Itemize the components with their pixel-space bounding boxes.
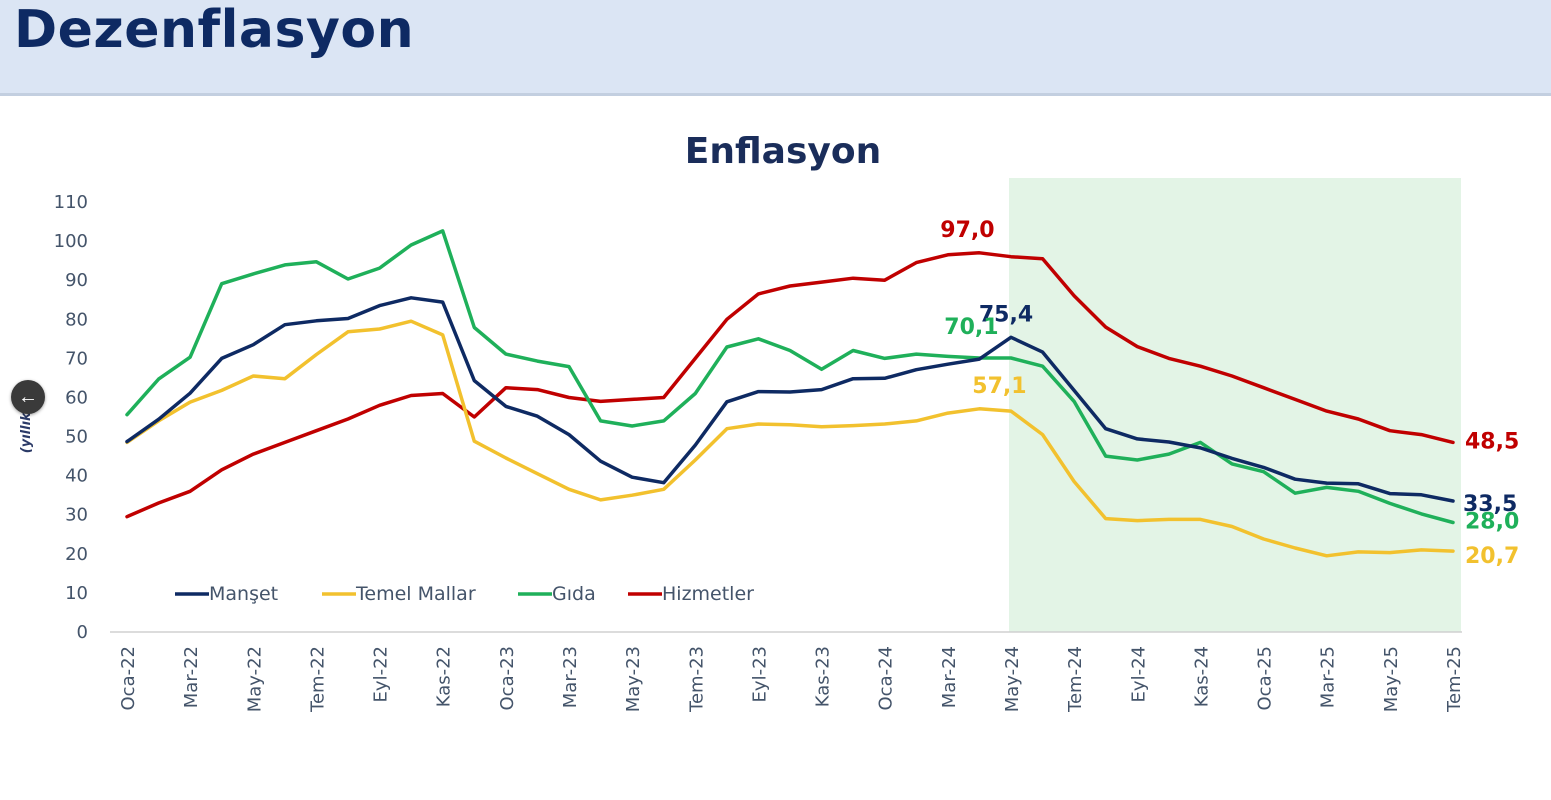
x-tick-label: May-23 bbox=[623, 646, 644, 712]
y-tick-label: 10 bbox=[65, 583, 88, 604]
chart-legend: Manşet Temel Mallar Gıda Hizmetler bbox=[175, 583, 754, 605]
x-tick-label: Tem-23 bbox=[686, 646, 707, 713]
y-tick-label: 20 bbox=[65, 544, 88, 565]
series-line-hizmet bbox=[125, 251, 1455, 519]
y-tick-label: 110 bbox=[54, 192, 88, 213]
x-tick-label: Tem-22 bbox=[307, 646, 328, 713]
y-tick-label: 90 bbox=[65, 270, 88, 291]
y-axis-ticks: 0 10 20 30 40 50 60 70 80 90 100 110 bbox=[54, 192, 88, 643]
x-tick-label: Tem-24 bbox=[1065, 646, 1086, 713]
legend-label-gida: Gıda bbox=[552, 583, 596, 605]
y-tick-label: 50 bbox=[65, 427, 88, 448]
back-button[interactable]: ← bbox=[11, 380, 45, 414]
page-title: Dezenflasyon bbox=[14, 0, 415, 60]
series-line-temel bbox=[125, 319, 1455, 558]
x-tick-label: Mar-22 bbox=[181, 646, 202, 708]
y-tick-label: 60 bbox=[65, 387, 88, 408]
x-tick-label: May-25 bbox=[1381, 646, 1402, 712]
data-label-hizmet: 97,0 bbox=[940, 218, 994, 243]
y-tick-label: 70 bbox=[65, 348, 88, 369]
page-header: Dezenflasyon bbox=[0, 0, 1551, 96]
x-tick-label: Eyl-24 bbox=[1128, 646, 1149, 702]
x-tick-label: Tem-25 bbox=[1444, 646, 1465, 713]
x-tick-label: Eyl-22 bbox=[371, 646, 392, 702]
data-label-manset: 75,4 bbox=[979, 302, 1033, 327]
chart-title: Enflasyon bbox=[685, 131, 881, 172]
x-tick-label: Oca-23 bbox=[497, 646, 518, 711]
x-tick-label: Oca-24 bbox=[876, 646, 897, 711]
x-tick-label: May-24 bbox=[1002, 646, 1023, 712]
y-tick-label: 0 bbox=[77, 622, 88, 643]
y-tick-label: 30 bbox=[65, 505, 88, 526]
data-label-manset: 33,5 bbox=[1463, 492, 1517, 517]
series-line-manset bbox=[125, 296, 1455, 503]
data-labels: 75,4 33,5 57,1 20,7 70,1 28,0 97,0 48,5 bbox=[940, 218, 1519, 569]
arrow-left-icon: ← bbox=[18, 385, 38, 408]
data-label-gida: 70,1 bbox=[944, 315, 998, 340]
y-tick-label: 80 bbox=[65, 309, 88, 330]
legend-label-temel: Temel Mallar bbox=[355, 583, 476, 605]
y-tick-label: 40 bbox=[65, 466, 88, 487]
x-tick-label: Oca-22 bbox=[118, 646, 139, 711]
data-label-temel: 57,1 bbox=[972, 374, 1026, 399]
x-tick-label: Mar-24 bbox=[939, 646, 960, 708]
data-label-hizmet: 48,5 bbox=[1465, 429, 1519, 454]
legend-label-hizmet: Hizmetler bbox=[662, 583, 754, 605]
x-tick-label: May-22 bbox=[244, 646, 265, 712]
inflation-chart: Enflasyon (yıllık %) 0102030405060708090… bbox=[19, 131, 1519, 713]
data-label-temel: 20,7 bbox=[1465, 544, 1519, 569]
x-tick-label: Kas-24 bbox=[1191, 646, 1212, 707]
legend-label-manset: Manşet bbox=[209, 583, 278, 605]
series-line-gida bbox=[125, 229, 1455, 525]
x-tick-label: Mar-25 bbox=[1318, 646, 1339, 708]
x-tick-label: Eyl-23 bbox=[749, 646, 770, 702]
x-axis-ticks: Oca-22 Mar-22 May-22 Tem-22 Eyl-22 Kas-22 Oca-… bbox=[118, 646, 1465, 713]
series-lines bbox=[125, 229, 1455, 558]
y-tick-label: 100 bbox=[54, 231, 88, 252]
x-tick-label: Kas-22 bbox=[434, 646, 455, 707]
x-tick-label: Kas-23 bbox=[813, 646, 834, 707]
data-label-gida: 28,0 bbox=[1465, 510, 1519, 535]
x-tick-label: Mar-23 bbox=[560, 646, 581, 708]
x-tick-label: Oca-25 bbox=[1255, 646, 1276, 711]
